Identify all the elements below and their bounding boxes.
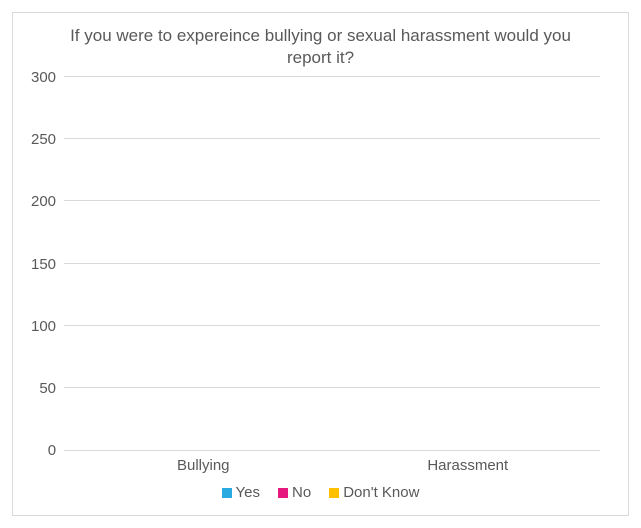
gridline bbox=[64, 138, 600, 139]
legend-item: Don't Know bbox=[329, 484, 419, 501]
x-label: Harassment bbox=[336, 457, 601, 474]
legend: Yes No Don't Know bbox=[13, 474, 628, 515]
legend-item: Yes bbox=[222, 484, 260, 501]
plot-row: 300250200150100500 bbox=[13, 77, 628, 451]
gridline bbox=[64, 200, 600, 201]
gridline bbox=[64, 325, 600, 326]
chart-container: If you were to expereince bullying or se… bbox=[0, 0, 641, 528]
chart-title: If you were to expereince bullying or se… bbox=[13, 13, 628, 77]
legend-swatch bbox=[222, 488, 232, 498]
gridline bbox=[64, 76, 600, 77]
legend-label: Don't Know bbox=[343, 484, 419, 501]
x-axis: BullyingHarassment bbox=[13, 451, 628, 474]
gridline bbox=[64, 387, 600, 388]
x-label: Bullying bbox=[71, 457, 336, 474]
legend-item: No bbox=[278, 484, 311, 501]
plot-area bbox=[64, 77, 600, 451]
gridline bbox=[64, 263, 600, 264]
bars-layer bbox=[64, 77, 600, 450]
legend-label: Yes bbox=[236, 484, 260, 501]
legend-swatch bbox=[329, 488, 339, 498]
chart-frame: If you were to expereince bullying or se… bbox=[12, 12, 629, 516]
legend-swatch bbox=[278, 488, 288, 498]
y-axis: 300250200150100500 bbox=[31, 77, 64, 451]
legend-label: No bbox=[292, 484, 311, 501]
